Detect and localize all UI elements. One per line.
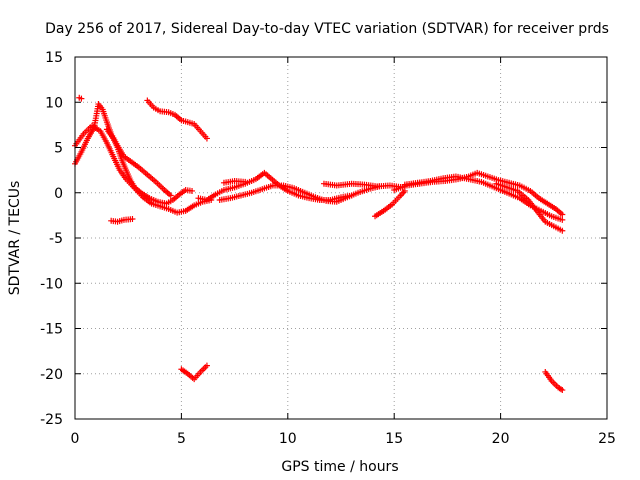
series-arc-4 — [103, 126, 196, 207]
data-point — [189, 187, 196, 194]
data-point — [242, 178, 249, 185]
data-series — [72, 94, 566, 394]
y-tick-label: -15 — [40, 322, 63, 338]
x-tick-label: 20 — [492, 431, 510, 447]
data-point — [559, 227, 566, 234]
data-point — [129, 215, 136, 222]
data-point — [559, 211, 566, 218]
series-arc-12 — [372, 187, 408, 220]
series-arc-3 — [76, 94, 85, 102]
series-arc-7 — [178, 362, 210, 383]
data-point — [203, 362, 210, 369]
y-tick-label: 10 — [45, 95, 63, 111]
axis-ticks: 0 5 10 15 20 25 15 10 5 0 -5 -10 -15 -20 -25 — [40, 50, 616, 447]
series-arc-10 — [220, 177, 249, 186]
series-arc-5 — [108, 215, 136, 225]
y-tick-label: 0 — [54, 186, 63, 202]
x-tick-label: 10 — [279, 431, 297, 447]
x-tick-label: 0 — [71, 431, 80, 447]
y-tick-label: 15 — [45, 50, 63, 66]
y-tick-label: 5 — [54, 141, 63, 157]
data-point — [203, 135, 210, 142]
y-tick-label: -5 — [49, 231, 63, 247]
y-tick-label: -20 — [40, 367, 63, 383]
data-point — [559, 387, 566, 394]
series-arc-11 — [320, 180, 406, 191]
series-arc-6 — [144, 97, 210, 142]
x-tick-label: 5 — [177, 431, 186, 447]
y-tick-label: -25 — [40, 412, 63, 428]
chart-title: Day 256 of 2017, Sidereal Day-to-day VTE… — [45, 21, 609, 37]
grid-lines — [75, 57, 607, 419]
series-arc-14 — [401, 173, 566, 223]
data-point — [559, 216, 566, 223]
series-arc-16 — [542, 368, 566, 394]
data-point — [78, 95, 85, 102]
x-tick-label: 15 — [385, 431, 403, 447]
x-tick-label: 25 — [598, 431, 616, 447]
y-tick-label: -10 — [40, 276, 63, 292]
y-axis-label: SDTVAR / TECUs — [7, 181, 23, 296]
data-point — [167, 192, 174, 199]
x-axis-label: GPS time / hours — [281, 459, 398, 475]
series-arc-15 — [493, 180, 566, 234]
